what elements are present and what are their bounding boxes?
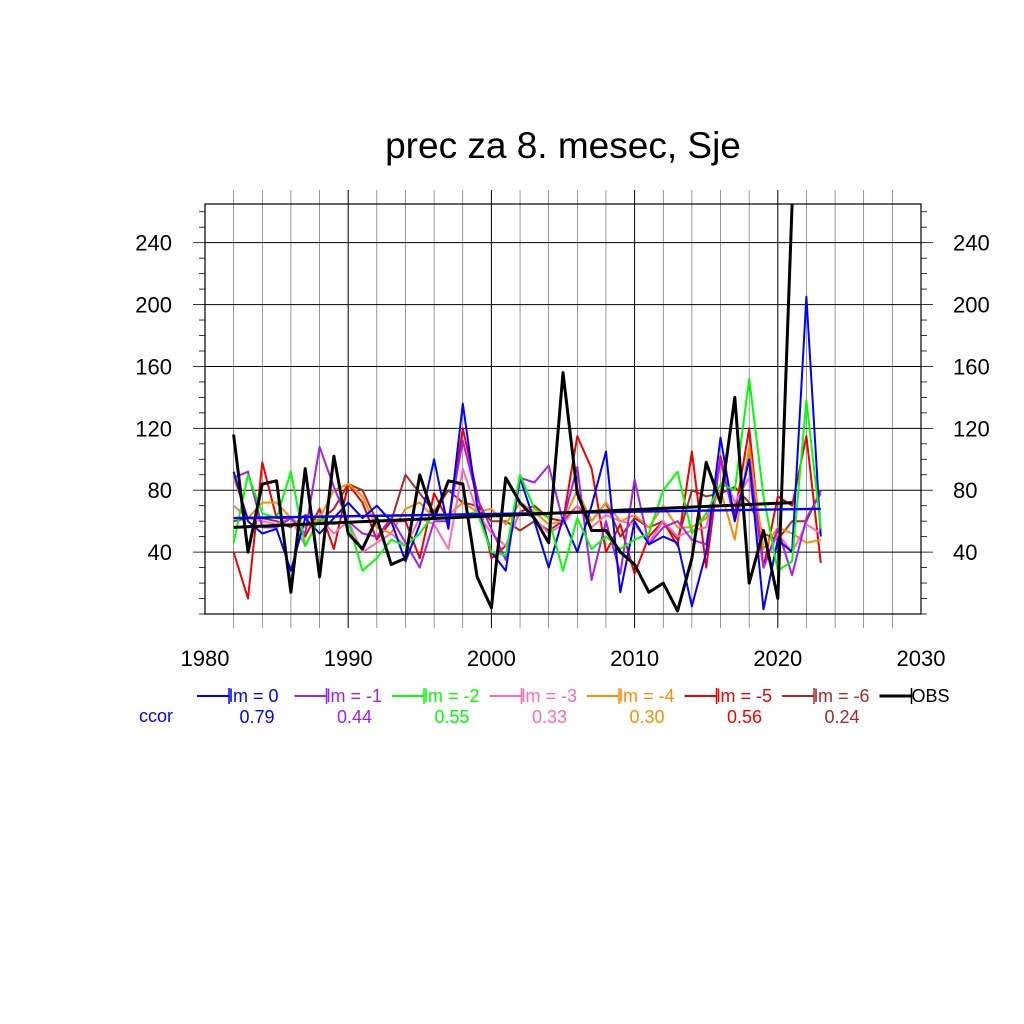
x-tick-label: 1980 [181, 646, 230, 671]
x-tick-label: 2030 [897, 646, 946, 671]
legend-name-0: lm = 0 [229, 686, 279, 706]
minor-grid [233, 190, 893, 628]
y-tick-labels-right: 40 80 120 160 200 240 [953, 231, 990, 565]
y-tick-labels-left: 40 80 120 160 200 240 [135, 231, 172, 565]
legend-ccor-0: 0.79 [239, 707, 274, 727]
y-tick-label-left: 120 [135, 416, 172, 441]
y-tick-label-left: 240 [135, 231, 172, 256]
legend-ccor-3: 0.33 [532, 707, 567, 727]
legend: ccor lm = 00.79 lm = -10.44 lm = -20.55 lm =… [139, 686, 950, 727]
legend-ccor-4: 0.30 [629, 707, 664, 727]
trend-line-7 [233, 501, 793, 529]
legend-ccor-1: 0.44 [337, 707, 372, 727]
y-tick-label-right: 240 [953, 231, 990, 256]
legend-ccor-6: 0.24 [824, 707, 859, 727]
legend-name-1: lm = -1 [327, 686, 383, 706]
legend-name-7: OBS [912, 686, 950, 706]
x-tick-labels: 1980 1990 2000 2010 2020 2030 [181, 646, 946, 671]
trend-group [233, 501, 821, 529]
chart-title: prec za 8. mesec, Sje [385, 125, 741, 166]
x-tick-label: 1990 [324, 646, 373, 671]
x-tick-label: 2020 [753, 646, 802, 671]
y-tick-label-right: 120 [953, 416, 990, 441]
legend-ccor-2: 0.55 [434, 707, 469, 727]
legend-name-5: lm = -5 [717, 686, 773, 706]
series-line-4 [232, 445, 822, 550]
y-tick-label-left: 200 [135, 293, 172, 318]
legend-name-3: lm = -3 [522, 686, 578, 706]
y-tick-label-left: 40 [148, 540, 172, 565]
legend-name-6: lm = -6 [814, 686, 870, 706]
x-tick-label: 2000 [467, 646, 516, 671]
y-tick-label-right: 40 [953, 540, 977, 565]
plot-frame [204, 203, 922, 615]
y-tick-label-right: 200 [953, 293, 990, 318]
axis-ticks [193, 211, 933, 615]
major-grid [205, 190, 921, 628]
legend-name-2: lm = -2 [424, 686, 480, 706]
legend-ccor-5: 0.56 [727, 707, 762, 727]
x-tick-label: 2010 [610, 646, 659, 671]
series-line-0 [232, 295, 822, 611]
legend-name-4: lm = -4 [619, 686, 675, 706]
y-tick-label-right: 80 [953, 478, 977, 503]
y-tick-label-left: 160 [135, 354, 172, 379]
y-tick-label-right: 160 [953, 354, 990, 379]
ccor-label: ccor [139, 706, 173, 726]
y-tick-label-left: 80 [148, 478, 172, 503]
